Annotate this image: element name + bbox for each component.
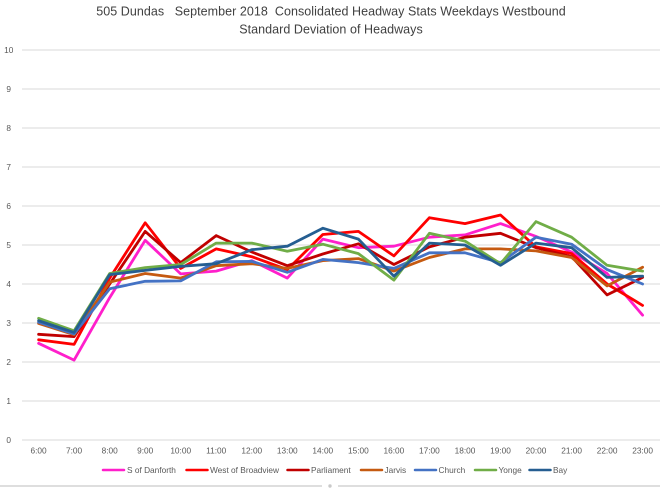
svg-text:20:00: 20:00: [526, 445, 547, 455]
svg-text:Parliament: Parliament: [311, 465, 351, 475]
svg-text:21:00: 21:00: [561, 445, 582, 455]
svg-text:12:00: 12:00: [241, 445, 262, 455]
svg-text:9: 9: [6, 84, 11, 94]
svg-text:Yonge: Yonge: [499, 465, 523, 475]
svg-text:10:00: 10:00: [170, 445, 191, 455]
svg-text:5: 5: [6, 240, 11, 250]
svg-text:4: 4: [6, 279, 11, 289]
svg-text:15:00: 15:00: [348, 445, 369, 455]
svg-text:West of Broadview: West of Broadview: [210, 465, 280, 475]
svg-text:22:00: 22:00: [597, 445, 618, 455]
svg-text:6:00: 6:00: [31, 445, 48, 455]
svg-text:19:00: 19:00: [490, 445, 511, 455]
svg-text:505 Dundas September 2018 C: 505 Dundas September 2018 Consolidated H…: [96, 4, 566, 18]
svg-text:Bay: Bay: [553, 465, 568, 475]
svg-text:18:00: 18:00: [455, 445, 476, 455]
svg-text:10: 10: [4, 45, 14, 55]
svg-text:0: 0: [6, 435, 11, 445]
svg-text:3: 3: [6, 318, 11, 328]
svg-text:8:00: 8:00: [102, 445, 119, 455]
svg-text:S of Danforth: S of Danforth: [127, 465, 176, 475]
svg-text:Jarvis: Jarvis: [385, 465, 407, 475]
svg-text:2: 2: [6, 357, 11, 367]
svg-text:7:00: 7:00: [66, 445, 83, 455]
svg-text:6: 6: [6, 201, 11, 211]
svg-text:13:00: 13:00: [277, 445, 298, 455]
svg-text:17:00: 17:00: [419, 445, 440, 455]
svg-text:16:00: 16:00: [384, 445, 405, 455]
svg-text:14:00: 14:00: [312, 445, 333, 455]
svg-text:9:00: 9:00: [137, 445, 154, 455]
svg-text:1: 1: [6, 396, 11, 406]
svg-text:8: 8: [6, 123, 11, 133]
svg-text:23:00: 23:00: [632, 445, 653, 455]
svg-text:Standard Deviation of Headways: Standard Deviation of Headways: [239, 23, 423, 37]
svg-text:7: 7: [6, 162, 11, 172]
svg-text:Church: Church: [439, 465, 466, 475]
svg-text:11:00: 11:00: [206, 445, 227, 455]
